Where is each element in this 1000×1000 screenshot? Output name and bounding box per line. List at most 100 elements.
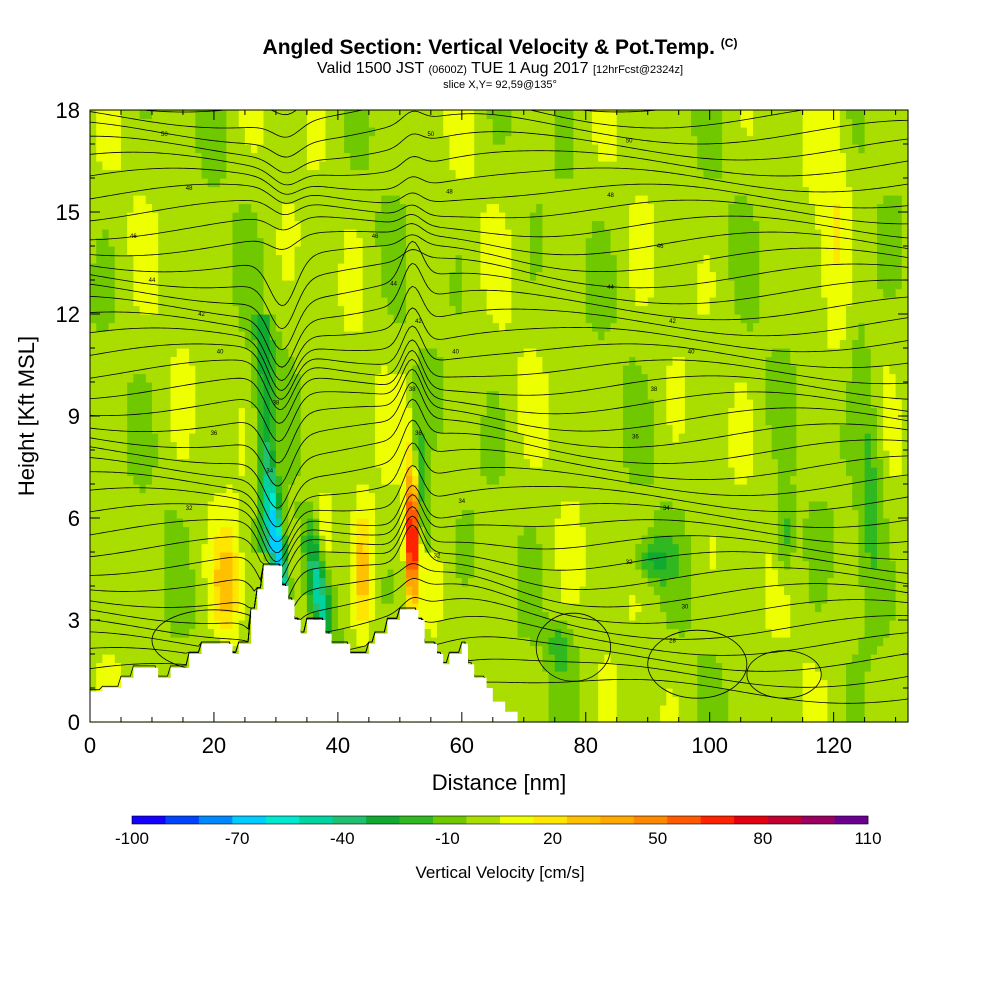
field-cell xyxy=(251,127,258,137)
field-cell xyxy=(412,543,420,553)
field-cell xyxy=(263,280,271,290)
field-cell xyxy=(449,382,457,392)
field-cell xyxy=(387,348,395,358)
field-cell xyxy=(244,577,252,587)
field-cell xyxy=(127,382,134,392)
field-cell xyxy=(282,305,289,315)
field-cell xyxy=(226,526,234,536)
field-cell xyxy=(313,237,320,247)
field-cell xyxy=(455,161,463,171)
field-cell xyxy=(127,110,134,120)
field-cell xyxy=(201,152,209,162)
field-cell xyxy=(455,467,463,477)
field-cell xyxy=(170,237,178,247)
field-cell xyxy=(145,280,153,290)
field-cell xyxy=(244,110,252,120)
field-cell xyxy=(368,424,376,434)
field-cell xyxy=(269,492,277,502)
field-cell xyxy=(151,331,159,341)
field-cell xyxy=(176,263,184,273)
field-cell xyxy=(461,118,469,128)
field-cell xyxy=(201,569,209,579)
field-cell xyxy=(102,331,110,341)
field-cell xyxy=(375,161,382,171)
field-cell xyxy=(127,662,134,672)
field-cell xyxy=(207,203,215,213)
field-cell xyxy=(90,475,97,485)
field-cell xyxy=(337,322,345,332)
field-cell xyxy=(226,509,234,519)
field-cell xyxy=(282,178,289,188)
field-cell xyxy=(344,331,351,341)
field-cell xyxy=(220,501,227,511)
forecast-info: [12hrFcst@2324z] xyxy=(593,64,684,76)
field-cell xyxy=(443,407,451,417)
field-cell xyxy=(356,526,364,536)
field-cell xyxy=(356,467,364,477)
field-cell xyxy=(102,577,110,587)
field-cell xyxy=(468,288,475,298)
field-cell xyxy=(226,356,234,366)
field-cell xyxy=(511,458,519,468)
field-cell xyxy=(362,254,370,264)
field-cell xyxy=(461,110,469,120)
field-cell xyxy=(238,594,246,604)
field-cell xyxy=(158,526,165,536)
field-cell xyxy=(195,611,203,621)
field-cell xyxy=(387,280,395,290)
field-cell xyxy=(406,577,413,587)
field-cell xyxy=(232,628,240,638)
field-cell xyxy=(108,339,116,349)
field-cell xyxy=(443,178,451,188)
field-cell xyxy=(412,220,420,230)
field-cell xyxy=(251,110,258,120)
field-cell xyxy=(368,322,376,332)
field-cell xyxy=(356,280,364,290)
field-cell xyxy=(133,467,141,477)
field-cell xyxy=(492,628,500,638)
field-cell xyxy=(474,654,482,664)
field-cell xyxy=(133,195,141,205)
field-cell xyxy=(145,195,153,205)
field-cell xyxy=(486,186,494,196)
field-cell xyxy=(306,322,314,332)
field-cell xyxy=(437,458,444,468)
field-cell xyxy=(418,212,426,222)
field-cell xyxy=(275,492,283,502)
field-cell xyxy=(381,594,389,604)
field-cell xyxy=(399,314,407,324)
field-cell xyxy=(139,509,147,519)
field-cell xyxy=(418,475,426,485)
field-cell xyxy=(430,365,438,375)
field-cell xyxy=(133,127,141,137)
field-cell xyxy=(331,348,339,358)
field-cell xyxy=(220,543,227,553)
field-cell xyxy=(90,509,97,519)
field-cell xyxy=(182,492,190,502)
field-cell xyxy=(257,152,265,162)
field-cell xyxy=(158,220,165,230)
field-cell xyxy=(90,620,97,630)
field-cell xyxy=(244,254,252,264)
field-cell xyxy=(362,586,370,596)
field-cell xyxy=(393,169,401,179)
field-cell xyxy=(232,212,240,222)
field-cell xyxy=(120,118,128,128)
field-cell xyxy=(201,518,209,528)
field-cell xyxy=(337,526,345,536)
field-cell xyxy=(313,518,320,528)
field-cell xyxy=(344,280,351,290)
field-cell xyxy=(474,492,482,502)
field-cell xyxy=(362,348,370,358)
field-cell xyxy=(437,127,444,137)
field-cell xyxy=(337,586,345,596)
field-cell xyxy=(486,322,494,332)
field-cell xyxy=(151,467,159,477)
field-cell xyxy=(350,509,358,519)
field-cell xyxy=(350,118,358,128)
field-cell xyxy=(455,458,463,468)
field-cell xyxy=(350,416,358,426)
field-cell xyxy=(257,526,265,536)
field-cell xyxy=(492,152,500,162)
field-cell xyxy=(288,569,296,579)
